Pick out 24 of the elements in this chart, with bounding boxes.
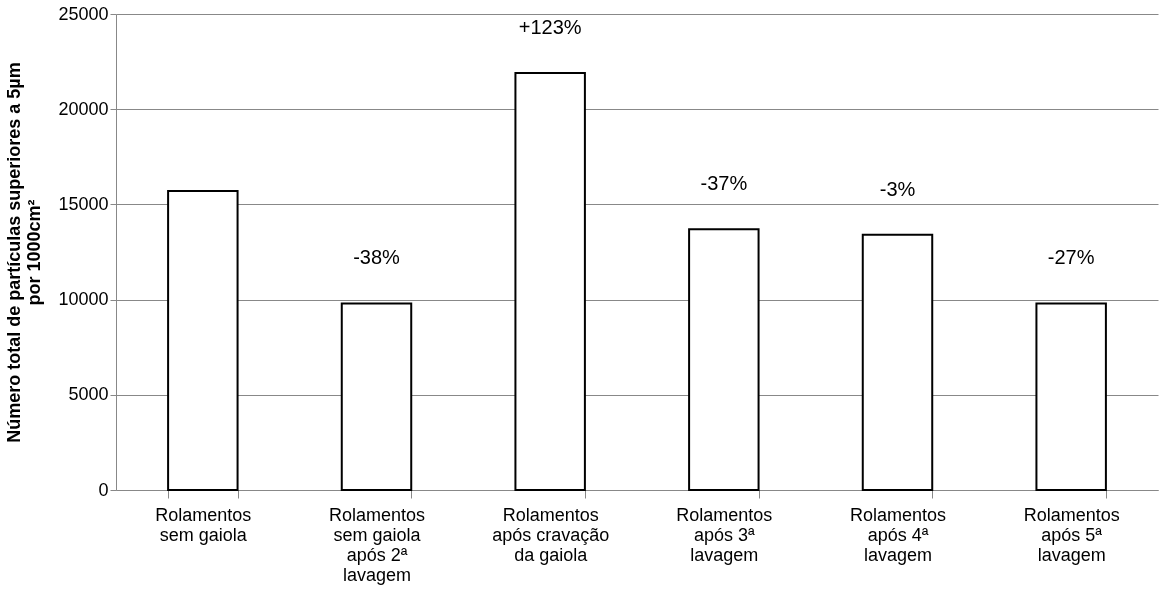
bar	[340, 302, 413, 491]
x-tick-label: Rolamentos após cravação da gaiola	[492, 504, 610, 565]
x-tick-label: Rolamentos após 4ª lavagem	[849, 504, 947, 565]
y-tick-label: 25000	[58, 3, 109, 24]
bar	[1035, 302, 1107, 491]
bar	[167, 190, 239, 491]
x-tick-label: Rolamentos sem gaiola após 2ª lavagem	[328, 504, 426, 585]
x-tick-label: Rolamentos sem gaiola	[155, 504, 252, 545]
annotation: +123%	[518, 16, 582, 39]
annotation: -27%	[1047, 246, 1095, 269]
annotation: -37%	[700, 172, 748, 195]
bar	[861, 233, 934, 491]
annotation: -3%	[879, 177, 916, 200]
y-tick-label: 0	[98, 479, 109, 500]
y-tick-label: 15000	[58, 193, 109, 214]
y-tick-label: 5000	[68, 384, 109, 405]
x-tick-label: Rolamentos após 5ª lavagem	[1023, 504, 1120, 565]
y-tick-label: 20000	[58, 98, 109, 119]
y-axis-title: Número total de partículas superiores a 5µm por 1000cm²	[4, 62, 45, 443]
y-tick-label: 10000	[58, 289, 109, 310]
bar	[688, 228, 760, 491]
bar	[514, 72, 586, 491]
x-tick-label: Rolamentos após 3ª lavagem	[676, 504, 773, 565]
annotation: -38%	[353, 246, 401, 269]
